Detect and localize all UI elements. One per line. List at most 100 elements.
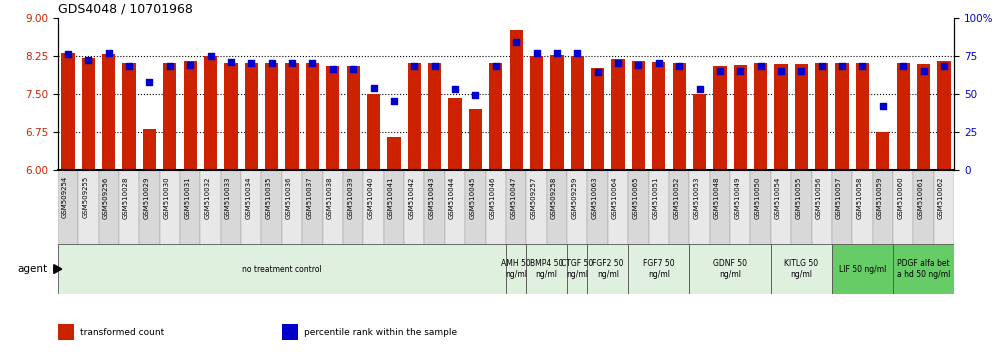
- Text: GSM509257: GSM509257: [531, 176, 537, 218]
- Bar: [262, 170, 282, 248]
- Bar: [506, 170, 526, 248]
- Point: [223, 59, 239, 65]
- Text: LIF 50 ng/ml: LIF 50 ng/ml: [839, 264, 886, 274]
- Bar: [917, 64, 930, 170]
- Text: FGF7 50
ng/ml: FGF7 50 ng/ml: [643, 259, 674, 279]
- Point: [406, 64, 422, 69]
- Text: GSM509255: GSM509255: [83, 176, 89, 218]
- Bar: [445, 170, 465, 248]
- Text: GSM509258: GSM509258: [551, 176, 557, 218]
- Point: [650, 61, 666, 66]
- Point: [610, 61, 626, 66]
- Bar: [265, 63, 278, 170]
- Bar: [628, 170, 648, 248]
- Text: GSM510058: GSM510058: [857, 176, 863, 219]
- Point: [529, 50, 545, 56]
- Bar: [913, 170, 934, 248]
- Point: [101, 50, 117, 56]
- Point: [732, 68, 748, 74]
- Point: [915, 68, 931, 74]
- Bar: [937, 61, 950, 170]
- Bar: [123, 63, 135, 170]
- Bar: [224, 63, 238, 170]
- Point: [570, 50, 586, 56]
- Text: GSM510050: GSM510050: [755, 176, 761, 219]
- Bar: [183, 61, 197, 170]
- Point: [712, 68, 728, 74]
- Text: GSM510062: GSM510062: [938, 176, 944, 219]
- Bar: [82, 58, 95, 170]
- Text: GSM510043: GSM510043: [428, 176, 434, 219]
- Bar: [648, 170, 669, 248]
- Bar: [530, 56, 543, 170]
- Bar: [567, 244, 588, 294]
- Bar: [876, 132, 889, 170]
- Bar: [893, 170, 913, 248]
- Bar: [343, 170, 364, 248]
- Bar: [241, 170, 262, 248]
- Text: GSM510029: GSM510029: [143, 176, 149, 219]
- Bar: [652, 62, 665, 170]
- Bar: [326, 66, 340, 170]
- Bar: [469, 109, 482, 170]
- Bar: [200, 170, 221, 248]
- Bar: [550, 55, 564, 170]
- Text: GSM509259: GSM509259: [572, 176, 578, 218]
- Text: GSM510035: GSM510035: [266, 176, 272, 219]
- Text: GSM510055: GSM510055: [796, 176, 802, 218]
- Text: GSM510052: GSM510052: [673, 176, 679, 218]
- Bar: [428, 63, 441, 170]
- Text: GSM510042: GSM510042: [408, 176, 414, 218]
- Bar: [245, 63, 258, 170]
- Text: GDNF 50
ng/ml: GDNF 50 ng/ml: [713, 259, 747, 279]
- Bar: [934, 170, 954, 248]
- Text: GSM510060: GSM510060: [897, 176, 903, 219]
- Bar: [832, 170, 853, 248]
- Text: GSM510047: GSM510047: [510, 176, 516, 219]
- Text: transformed count: transformed count: [80, 327, 164, 337]
- Bar: [286, 63, 299, 170]
- Point: [243, 61, 259, 66]
- Bar: [526, 244, 567, 294]
- Point: [325, 67, 341, 72]
- Bar: [510, 30, 523, 170]
- Bar: [364, 170, 383, 248]
- Bar: [856, 63, 870, 170]
- Point: [447, 86, 463, 92]
- Text: no treatment control: no treatment control: [242, 264, 322, 274]
- Bar: [486, 170, 506, 248]
- Bar: [448, 98, 462, 170]
- Bar: [795, 64, 808, 170]
- Bar: [612, 59, 624, 170]
- Text: GSM510064: GSM510064: [612, 176, 618, 219]
- Text: GSM510032: GSM510032: [204, 176, 210, 219]
- Point: [366, 85, 381, 91]
- Bar: [734, 65, 747, 170]
- Bar: [754, 63, 767, 170]
- Bar: [163, 63, 176, 170]
- Bar: [383, 170, 404, 248]
- Bar: [672, 63, 686, 170]
- Bar: [506, 244, 526, 294]
- Text: GSM509254: GSM509254: [62, 176, 68, 218]
- Point: [488, 64, 504, 69]
- Text: BMP4 50
ng/ml: BMP4 50 ng/ml: [530, 259, 564, 279]
- Text: GSM510059: GSM510059: [876, 176, 882, 219]
- Bar: [693, 94, 706, 170]
- Point: [122, 64, 137, 69]
- Bar: [872, 170, 893, 248]
- Bar: [896, 63, 910, 170]
- Point: [81, 57, 97, 63]
- Point: [671, 64, 687, 69]
- Text: AMH 50
ng/ml: AMH 50 ng/ml: [501, 259, 531, 279]
- Bar: [588, 170, 608, 248]
- Text: GSM510057: GSM510057: [836, 176, 843, 219]
- Text: GSM510049: GSM510049: [734, 176, 740, 219]
- Bar: [306, 63, 319, 170]
- Bar: [424, 170, 445, 248]
- Bar: [58, 244, 506, 294]
- Point: [264, 61, 280, 66]
- Text: FGF2 50
ng/ml: FGF2 50 ng/ml: [592, 259, 623, 279]
- Bar: [526, 170, 547, 248]
- Bar: [282, 324, 298, 340]
